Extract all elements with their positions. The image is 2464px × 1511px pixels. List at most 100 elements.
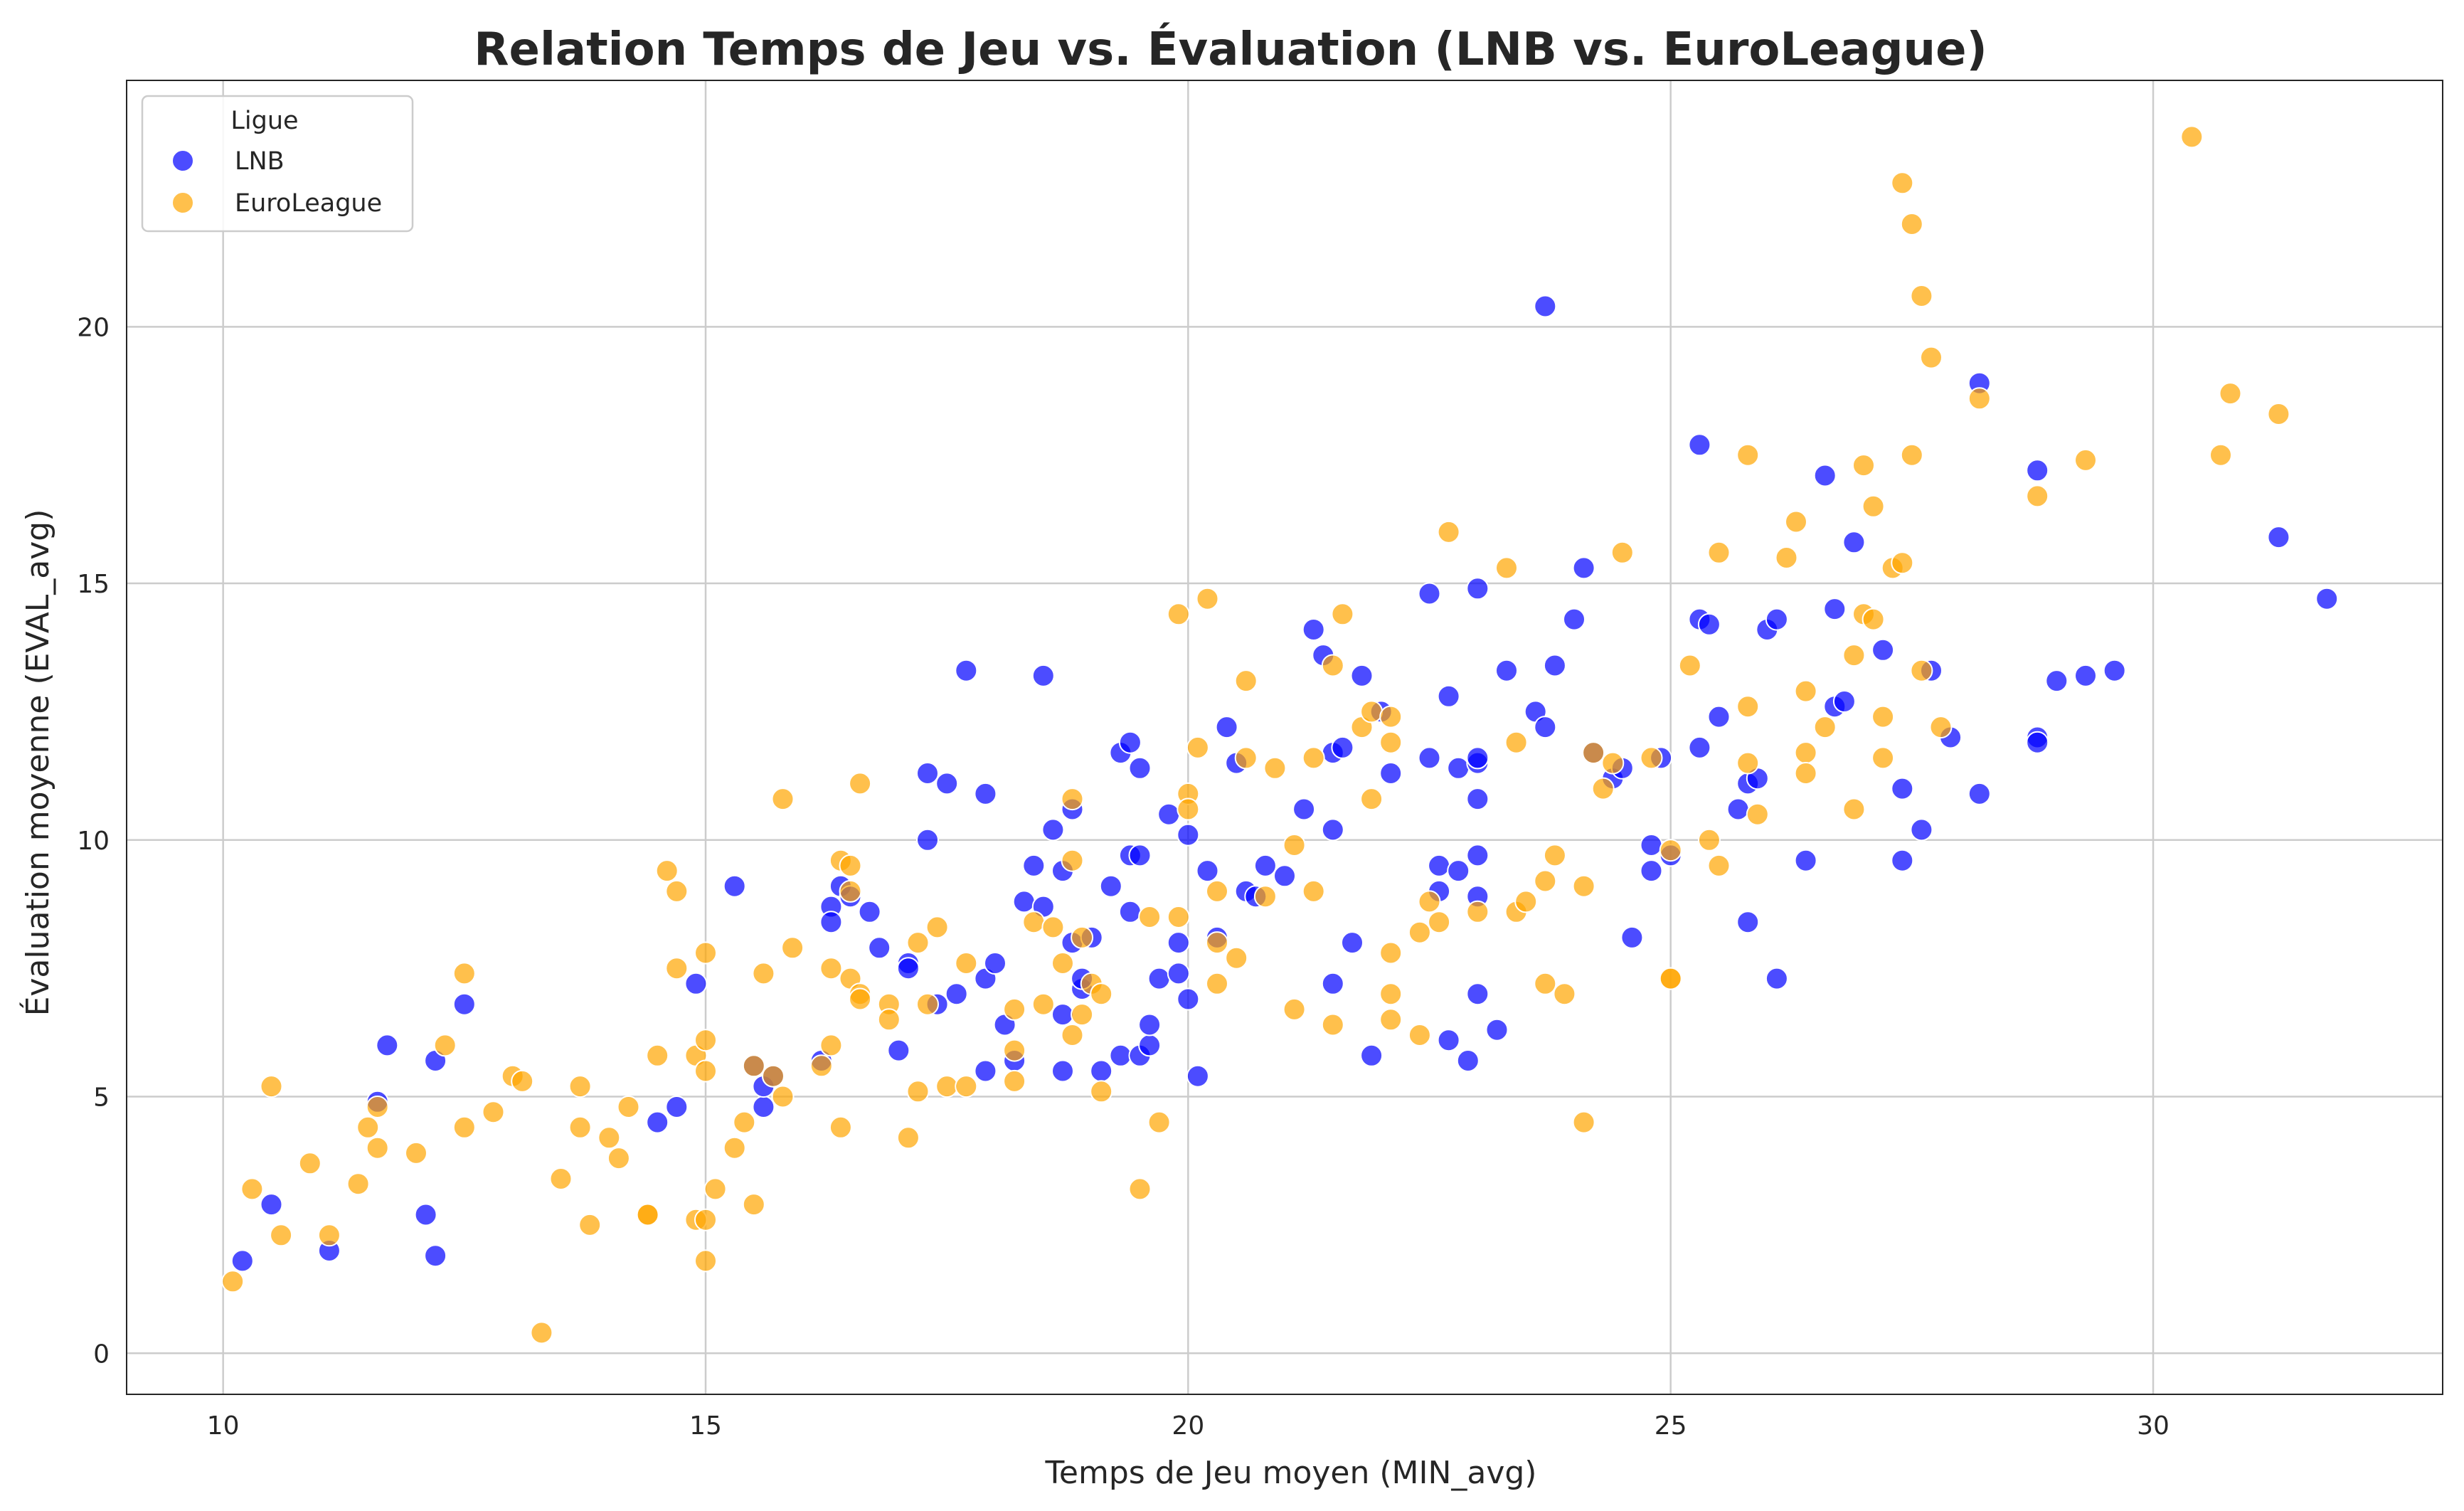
data-point-lnb — [1765, 608, 1788, 631]
data-point-euroleague — [433, 1034, 457, 1057]
series-lnb — [230, 295, 2339, 1273]
x-tick-label: 20 — [1172, 1411, 1204, 1441]
data-point-euroleague — [1610, 541, 1634, 564]
data-point-euroleague — [1408, 1024, 1431, 1046]
data-point-lnb — [1022, 854, 1046, 877]
data-point-lnb — [1736, 911, 1760, 934]
data-point-euroleague — [655, 859, 679, 883]
data-point-euroleague — [665, 957, 689, 980]
data-point-euroleague — [366, 1136, 389, 1160]
data-point-euroleague — [1910, 285, 1933, 307]
data-point-lnb — [1157, 802, 1181, 826]
data-point-euroleague — [2209, 443, 2232, 467]
data-point-euroleague — [1321, 654, 1344, 677]
data-point-euroleague — [1968, 387, 1991, 410]
data-point-lnb — [916, 762, 939, 785]
data-point-lnb — [2103, 659, 2126, 682]
data-point-lnb — [1196, 859, 1219, 883]
data-point-euroleague — [1659, 967, 1682, 990]
data-point-euroleague — [1022, 911, 1046, 934]
data-point-lnb — [1177, 987, 1200, 1011]
data-point-lnb — [452, 992, 476, 1016]
data-point-lnb — [1466, 788, 1489, 811]
data-point-euroleague — [549, 1167, 573, 1190]
data-point-euroleague — [1186, 736, 1209, 759]
data-point-euroleague — [1167, 906, 1190, 928]
data-point-lnb — [1418, 582, 1441, 605]
legend-label-euroleague: EuroLeague — [235, 189, 382, 218]
data-point-euroleague — [1379, 941, 1403, 965]
data-point-euroleague — [1466, 900, 1489, 923]
data-point-euroleague — [1794, 679, 1817, 703]
data-point-euroleague — [1061, 788, 1084, 811]
data-point-lnb — [2074, 664, 2097, 687]
legend-marker-euroleague — [171, 191, 194, 214]
data-point-euroleague — [1167, 603, 1190, 626]
data-point-euroleague — [452, 962, 476, 985]
data-point-euroleague — [1263, 756, 1287, 780]
data-point-euroleague — [1003, 997, 1026, 1021]
data-point-lnb — [1428, 854, 1451, 877]
data-point-euroleague — [1206, 972, 1228, 995]
data-point-euroleague — [1910, 659, 1933, 682]
data-point-lnb — [896, 957, 920, 980]
data-point-euroleague — [703, 1177, 727, 1201]
data-point-euroleague — [2026, 484, 2049, 508]
data-point-lnb — [1832, 690, 1856, 713]
data-point-euroleague — [317, 1224, 341, 1247]
data-point-lnb — [1109, 1044, 1132, 1067]
data-point-euroleague — [1659, 839, 1682, 862]
data-point-euroleague — [1707, 854, 1731, 877]
data-point-lnb — [1437, 1029, 1460, 1052]
data-point-euroleague — [2074, 448, 2097, 472]
data-point-euroleague — [1871, 705, 1895, 728]
data-point-euroleague — [694, 1029, 717, 1052]
data-point-euroleague — [1206, 879, 1228, 903]
data-point-euroleague — [829, 1115, 852, 1139]
data-point-euroleague — [1842, 797, 1866, 821]
data-point-euroleague — [1697, 828, 1721, 852]
data-point-lnb — [1012, 890, 1036, 913]
data-point-lnb — [1813, 464, 1837, 487]
data-point-lnb — [1186, 1064, 1209, 1088]
data-point-euroleague — [598, 1126, 621, 1150]
data-point-euroleague — [1891, 551, 1914, 575]
data-point-euroleague — [646, 1044, 669, 1067]
x-tick-label: 30 — [2137, 1411, 2170, 1441]
data-point-lnb — [1794, 849, 1817, 872]
data-point-euroleague — [1862, 608, 1885, 631]
data-point-euroleague — [1514, 890, 1538, 913]
data-point-euroleague — [1852, 454, 1875, 477]
data-point-lnb — [1167, 962, 1190, 985]
x-axis-label: Temps de Jeu moyen (MIN_avg) — [1045, 1455, 1537, 1491]
data-point-euroleague — [771, 1085, 795, 1108]
data-point-lnb — [1177, 823, 1200, 847]
data-point-euroleague — [1003, 1069, 1026, 1093]
data-point-lnb — [1891, 777, 1914, 800]
data-point-lnb — [1090, 1059, 1113, 1083]
data-point-lnb — [1871, 638, 1895, 662]
data-point-euroleague — [762, 1064, 785, 1088]
data-point-lnb — [935, 772, 959, 795]
grid — [127, 80, 2443, 1394]
data-point-euroleague — [1534, 972, 1557, 995]
data-point-lnb — [1572, 556, 1595, 580]
data-point-euroleague — [1031, 992, 1055, 1016]
data-point-euroleague — [1736, 751, 1760, 775]
data-point-lnb — [260, 1193, 283, 1216]
data-point-euroleague — [665, 879, 689, 903]
data-point-lnb — [1341, 931, 1364, 955]
data-point-euroleague — [1041, 916, 1065, 939]
data-point-lnb — [858, 900, 881, 923]
data-point-lnb — [1466, 577, 1489, 600]
legend-title: Ligue — [230, 107, 298, 135]
data-point-lnb — [955, 659, 978, 682]
data-point-euroleague — [405, 1141, 428, 1165]
data-point-euroleague — [819, 1034, 843, 1057]
data-point-euroleague — [916, 992, 939, 1016]
data-point-lnb — [1466, 746, 1489, 770]
data-point-lnb — [1321, 818, 1344, 842]
data-point-euroleague — [694, 941, 717, 965]
y-tick-label: 5 — [93, 1083, 110, 1113]
y-tick-label: 20 — [77, 313, 110, 342]
